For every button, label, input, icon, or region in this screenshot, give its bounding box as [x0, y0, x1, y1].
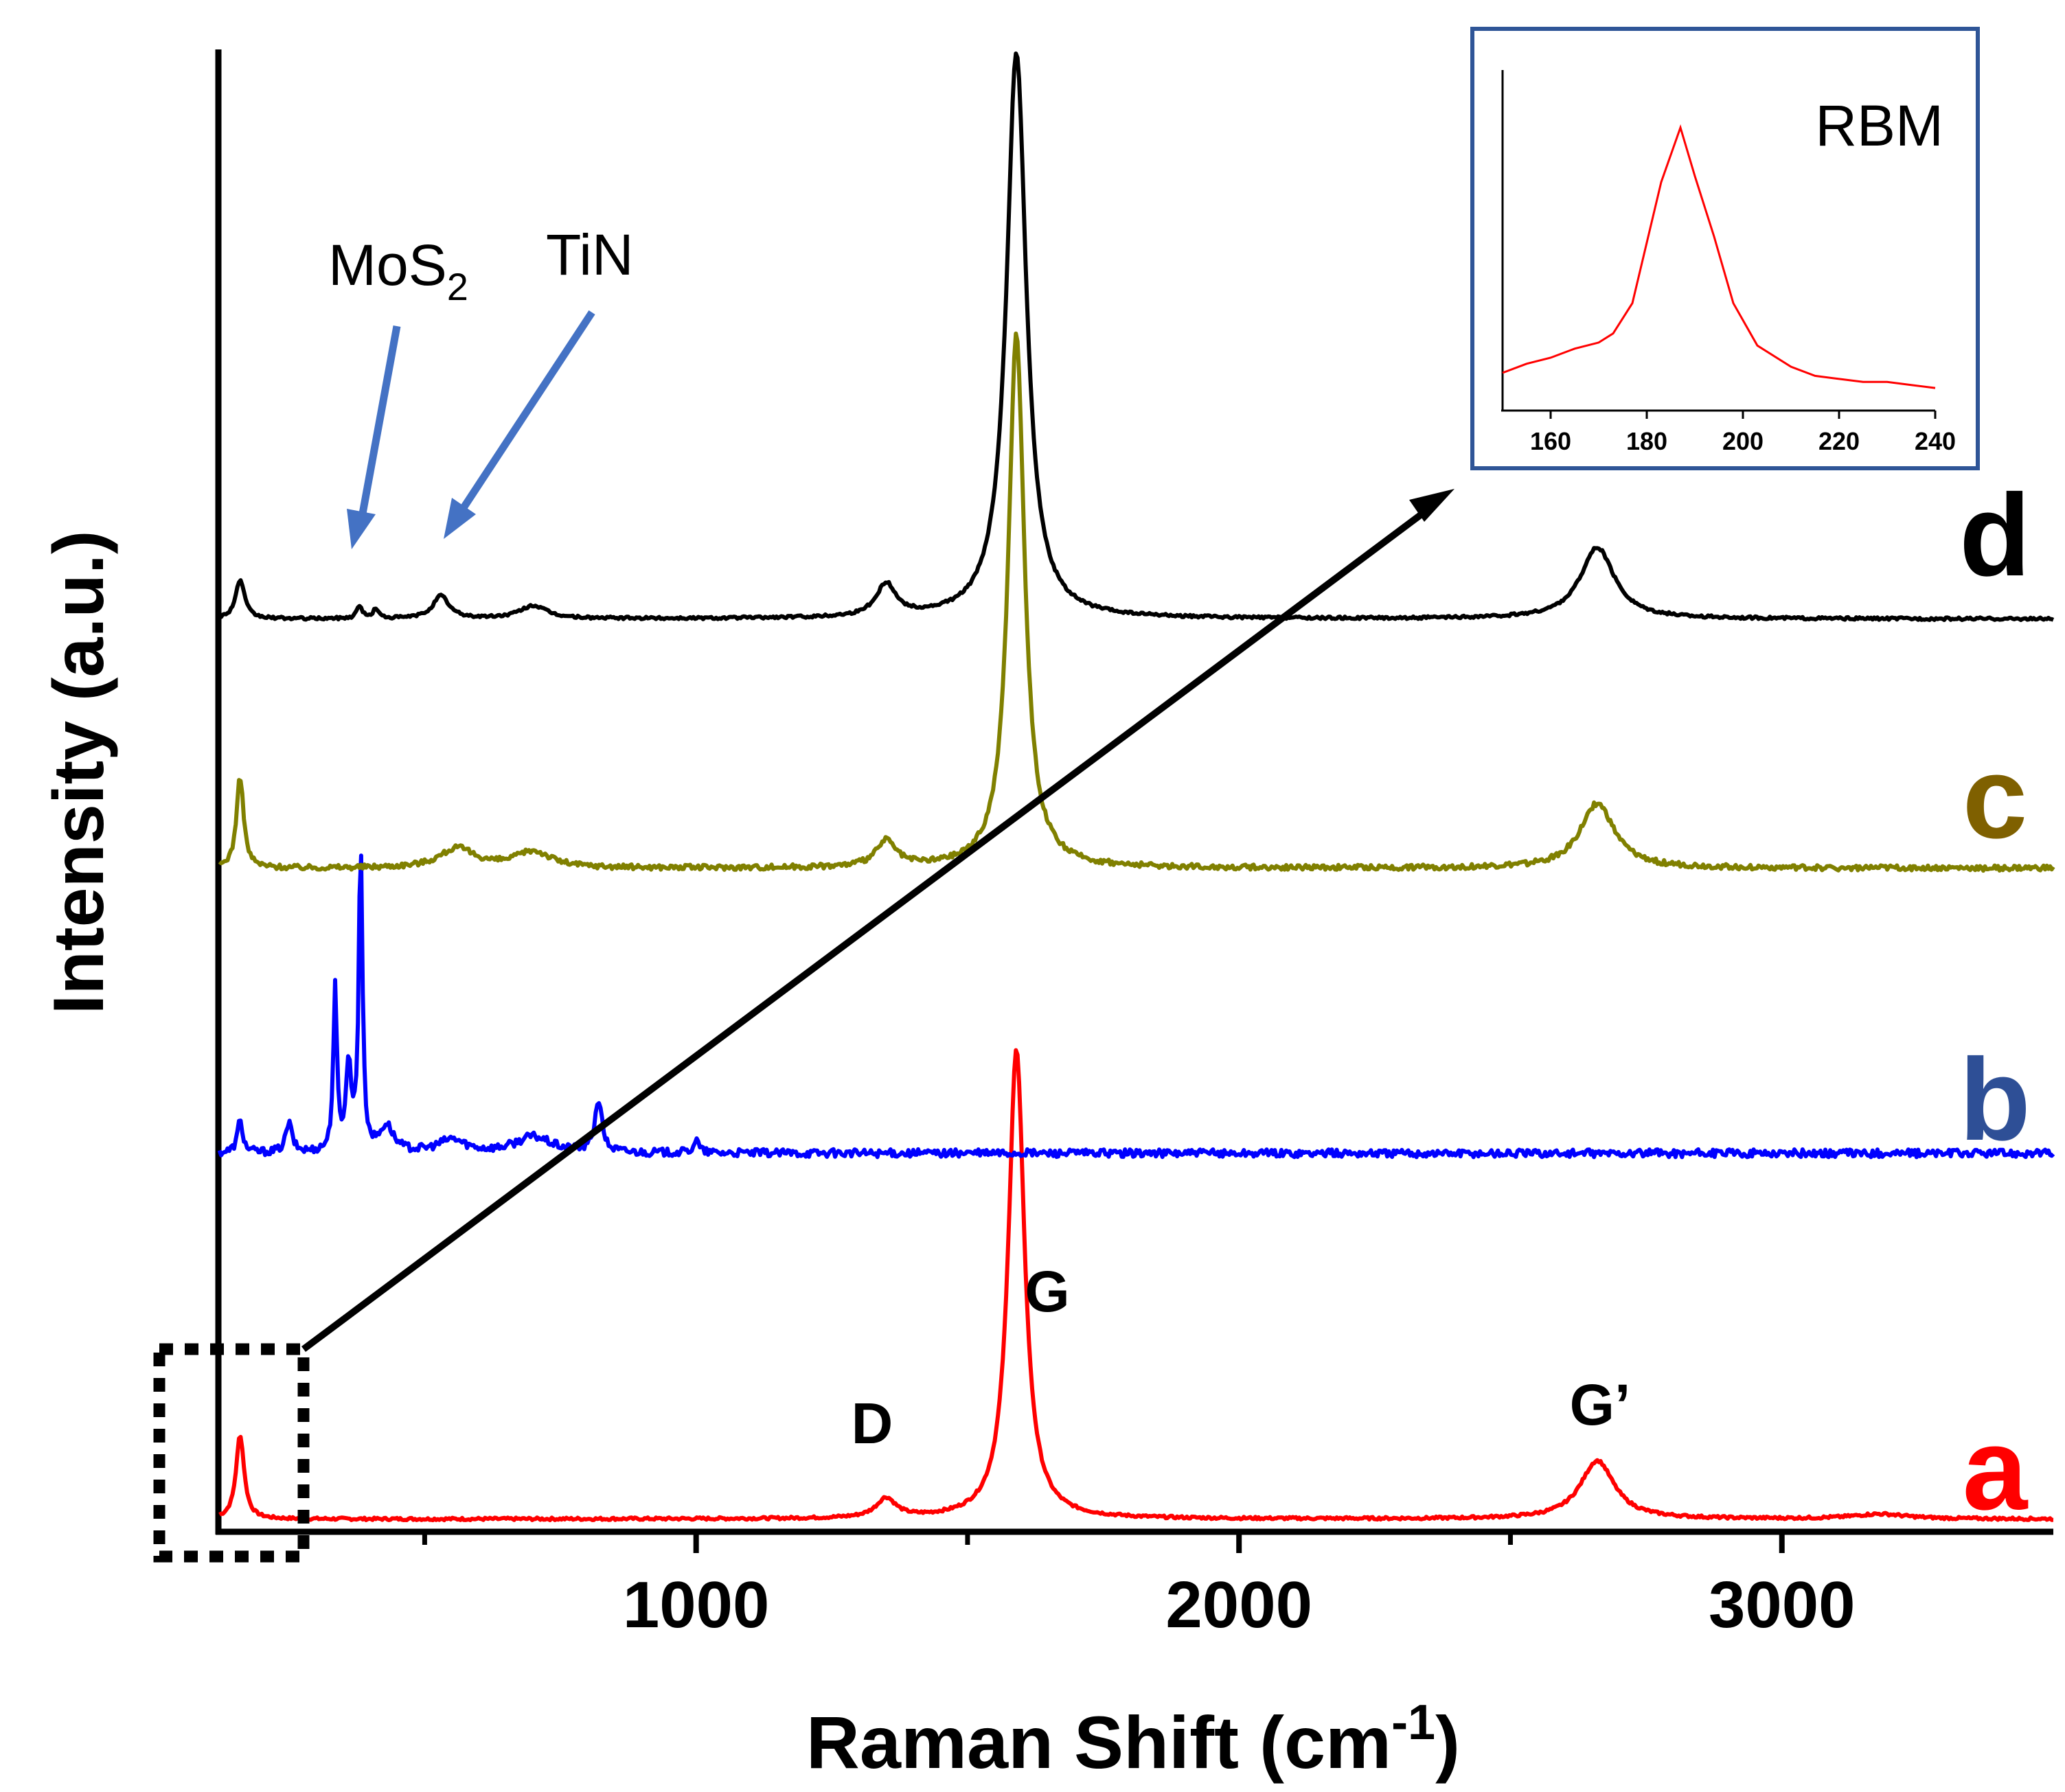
x-tick-label: 3000	[1709, 1568, 1856, 1642]
inset-x-tick-label: 220	[1818, 427, 1860, 455]
tin-arrow	[461, 310, 595, 509]
inset-x-tick-label: 240	[1915, 427, 1956, 455]
x-axis-ticks	[422, 1532, 1785, 1553]
series-label-a: a	[1963, 1404, 2029, 1535]
inset-x-tick-label: 200	[1722, 427, 1764, 455]
tin-arrowhead	[444, 498, 476, 539]
spectrum-c	[218, 331, 2055, 873]
inset-border	[1470, 27, 1980, 470]
spectrum-a	[218, 1048, 2054, 1523]
tin-label: TiN	[546, 222, 634, 287]
series-label-d: d	[1959, 470, 2031, 601]
inset-x-ticks	[1549, 411, 1937, 419]
spectrum-d	[219, 51, 2055, 622]
spectrum-b	[217, 853, 2055, 1160]
inset-x-tick-label: 160	[1530, 427, 1571, 455]
peak-label-g: G	[1025, 1259, 1069, 1324]
inset-title: RBM	[1815, 93, 1943, 158]
inset-x-tick-label: 180	[1626, 427, 1667, 455]
zoom-arrowhead	[1409, 489, 1454, 522]
x-axis-tick-labels: 1000 2000 3000	[623, 1568, 1856, 1642]
mos2-label: MoS2	[328, 233, 468, 308]
rbm-inset: 160 180 200 220 240 RBM	[1470, 27, 1980, 470]
inset-rbm-line	[1502, 124, 1936, 389]
mos2-arrow	[358, 325, 401, 514]
zoom-arrow	[301, 505, 1432, 1353]
x-axis-label: Raman Shift (cm-1)	[806, 1695, 1460, 1784]
series-label-b: b	[1959, 1035, 2031, 1165]
inset-x-tick-labels: 160 180 200 220 240	[1530, 427, 1956, 455]
rbm-selection-box	[153, 1343, 310, 1563]
x-tick-label: 1000	[623, 1568, 770, 1642]
spectra	[217, 51, 2055, 1523]
peak-label-d: D	[852, 1391, 893, 1456]
mos2-arrowhead	[347, 509, 376, 549]
y-axis-label: Intensity (a.u.)	[39, 531, 119, 1015]
x-tick-label: 2000	[1165, 1568, 1312, 1642]
peak-label-g-prime: G’	[1570, 1372, 1631, 1437]
series-label-c: c	[1963, 733, 2028, 863]
